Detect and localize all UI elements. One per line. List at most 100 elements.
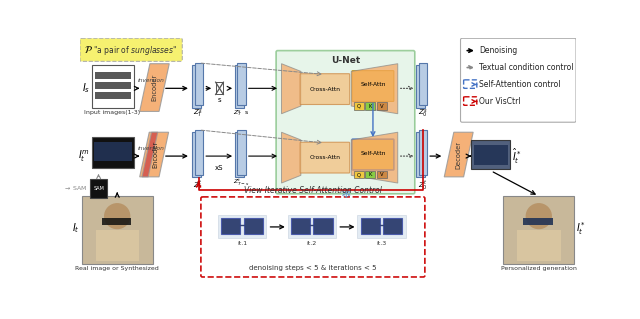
Bar (474, 145, 508, 165)
Text: Encoder: Encoder (153, 141, 159, 168)
Bar (92, 137, 134, 168)
Text: Cross-Attn: Cross-Attn (309, 86, 340, 92)
Text: $I_t^*$: $I_t^*$ (576, 220, 586, 237)
FancyBboxPatch shape (463, 97, 477, 105)
Bar (417, 132, 425, 177)
Circle shape (104, 203, 131, 229)
FancyBboxPatch shape (80, 38, 182, 61)
Bar (92, 65, 134, 108)
Bar (218, 215, 266, 239)
Bar (291, 219, 310, 234)
Bar (383, 219, 403, 234)
Polygon shape (282, 64, 301, 114)
Text: Denoising: Denoising (479, 46, 517, 55)
Polygon shape (351, 132, 397, 183)
FancyBboxPatch shape (461, 38, 576, 122)
Text: $Z_0^t$: $Z_0^t$ (418, 178, 428, 191)
Bar (244, 219, 263, 234)
Text: K: K (369, 104, 372, 108)
Bar (365, 102, 375, 110)
Bar (417, 65, 425, 108)
Text: $\rightarrow$ SAM: $\rightarrow$ SAM (63, 184, 88, 192)
Text: inversion: inversion (138, 78, 164, 83)
Text: "a pair of $\it{sunglasses}$": "a pair of $\it{sunglasses}$" (93, 44, 177, 57)
Text: Self-Attn: Self-Attn (360, 82, 386, 87)
Bar (195, 130, 204, 174)
Text: $I_s$: $I_s$ (82, 81, 90, 95)
FancyBboxPatch shape (276, 51, 415, 194)
Circle shape (525, 203, 552, 229)
Bar (313, 219, 333, 234)
Text: $Z_T^t$: $Z_T^t$ (193, 178, 204, 191)
Bar (95, 72, 131, 79)
FancyBboxPatch shape (300, 142, 349, 173)
Text: Self-Attn: Self-Attn (360, 151, 386, 155)
Bar (517, 230, 561, 261)
Text: s: s (218, 97, 221, 103)
Text: Q: Q (356, 104, 360, 108)
Text: K: K (369, 172, 372, 177)
Text: SAM: SAM (93, 186, 104, 191)
Text: Real image or Synthesized: Real image or Synthesized (76, 266, 159, 271)
Text: $I_t$: $I_t$ (72, 222, 80, 235)
Bar (94, 142, 132, 161)
Bar (358, 215, 406, 239)
Bar (235, 132, 244, 177)
Bar (503, 196, 575, 264)
Text: it.2: it.2 (307, 241, 317, 246)
Text: it.1: it.1 (237, 241, 247, 246)
Text: V: V (380, 104, 383, 108)
Text: Input images(1-3): Input images(1-3) (84, 110, 141, 115)
Bar (95, 82, 131, 89)
Text: $I_t^m$: $I_t^m$ (78, 148, 90, 164)
Bar (221, 219, 241, 234)
Bar (377, 171, 387, 178)
Text: Textual condition control: Textual condition control (479, 63, 573, 72)
Text: inversion: inversion (138, 146, 164, 151)
Text: Encoder: Encoder (152, 74, 157, 101)
Bar (81, 196, 153, 264)
Text: $Z_{T-s}^t$: $Z_{T-s}^t$ (233, 178, 250, 188)
Polygon shape (140, 64, 169, 111)
Text: $Z_T^s$  s: $Z_T^s$ s (233, 108, 249, 118)
Text: Our VisCtrl: Our VisCtrl (479, 97, 521, 106)
Polygon shape (142, 132, 157, 177)
Polygon shape (444, 132, 473, 177)
FancyBboxPatch shape (463, 80, 477, 88)
Text: Q: Q (356, 172, 360, 177)
Bar (195, 63, 204, 105)
Text: denoising steps < 5 & iterations < 5: denoising steps < 5 & iterations < 5 (249, 265, 376, 271)
FancyBboxPatch shape (201, 197, 425, 277)
Text: xS: xS (215, 165, 224, 171)
Bar (377, 102, 387, 110)
Bar (419, 63, 428, 105)
Text: Cross-Attn: Cross-Attn (309, 155, 340, 160)
Bar (235, 65, 244, 108)
Bar (472, 140, 510, 169)
Text: $\mathcal{P}$: $\mathcal{P}$ (84, 44, 93, 55)
Bar (353, 102, 364, 110)
Bar (353, 171, 364, 178)
Text: Personalized generation: Personalized generation (501, 266, 577, 271)
Bar (524, 218, 553, 226)
Polygon shape (282, 132, 301, 183)
FancyBboxPatch shape (352, 139, 394, 170)
Polygon shape (140, 132, 168, 177)
Text: V: V (380, 172, 383, 177)
Text: $Z_0^s$: $Z_0^s$ (418, 108, 428, 120)
Bar (95, 92, 131, 99)
Bar (288, 215, 336, 239)
Text: $Z_T^s$: $Z_T^s$ (193, 108, 204, 120)
Text: ❄: ❄ (340, 189, 351, 201)
Text: U-Net: U-Net (331, 56, 360, 65)
Bar (419, 130, 428, 174)
Bar (365, 171, 375, 178)
Text: View Iterative Self-Attention Control: View Iterative Self-Attention Control (244, 186, 382, 195)
FancyBboxPatch shape (352, 70, 394, 101)
Bar (237, 130, 246, 174)
Text: Self-Attention control: Self-Attention control (479, 80, 561, 89)
Text: $\hat{I}_t^*$: $\hat{I}_t^*$ (511, 146, 521, 166)
FancyBboxPatch shape (300, 74, 349, 105)
Bar (193, 132, 201, 177)
Bar (360, 219, 380, 234)
